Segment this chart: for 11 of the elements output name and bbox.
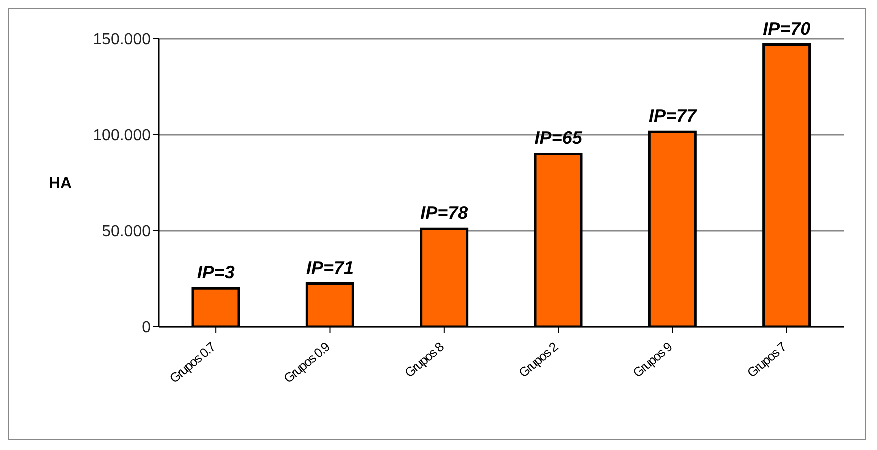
annotation: IP=78 bbox=[420, 203, 468, 224]
annotation: IP=70 bbox=[763, 18, 811, 39]
y-axis-title: HA bbox=[49, 176, 73, 193]
annotation: IP=71 bbox=[306, 258, 354, 278]
annotation: IP=65 bbox=[534, 128, 584, 148]
annotation: IP=77 bbox=[648, 106, 698, 126]
y-tick-label: 0 bbox=[142, 320, 152, 337]
y-tick-label: 150.000 bbox=[93, 32, 152, 49]
y-tick-label: 100.000 bbox=[93, 128, 152, 145]
annotation: IP=3 bbox=[197, 262, 235, 283]
y-tick-label: 50.000 bbox=[102, 224, 152, 241]
